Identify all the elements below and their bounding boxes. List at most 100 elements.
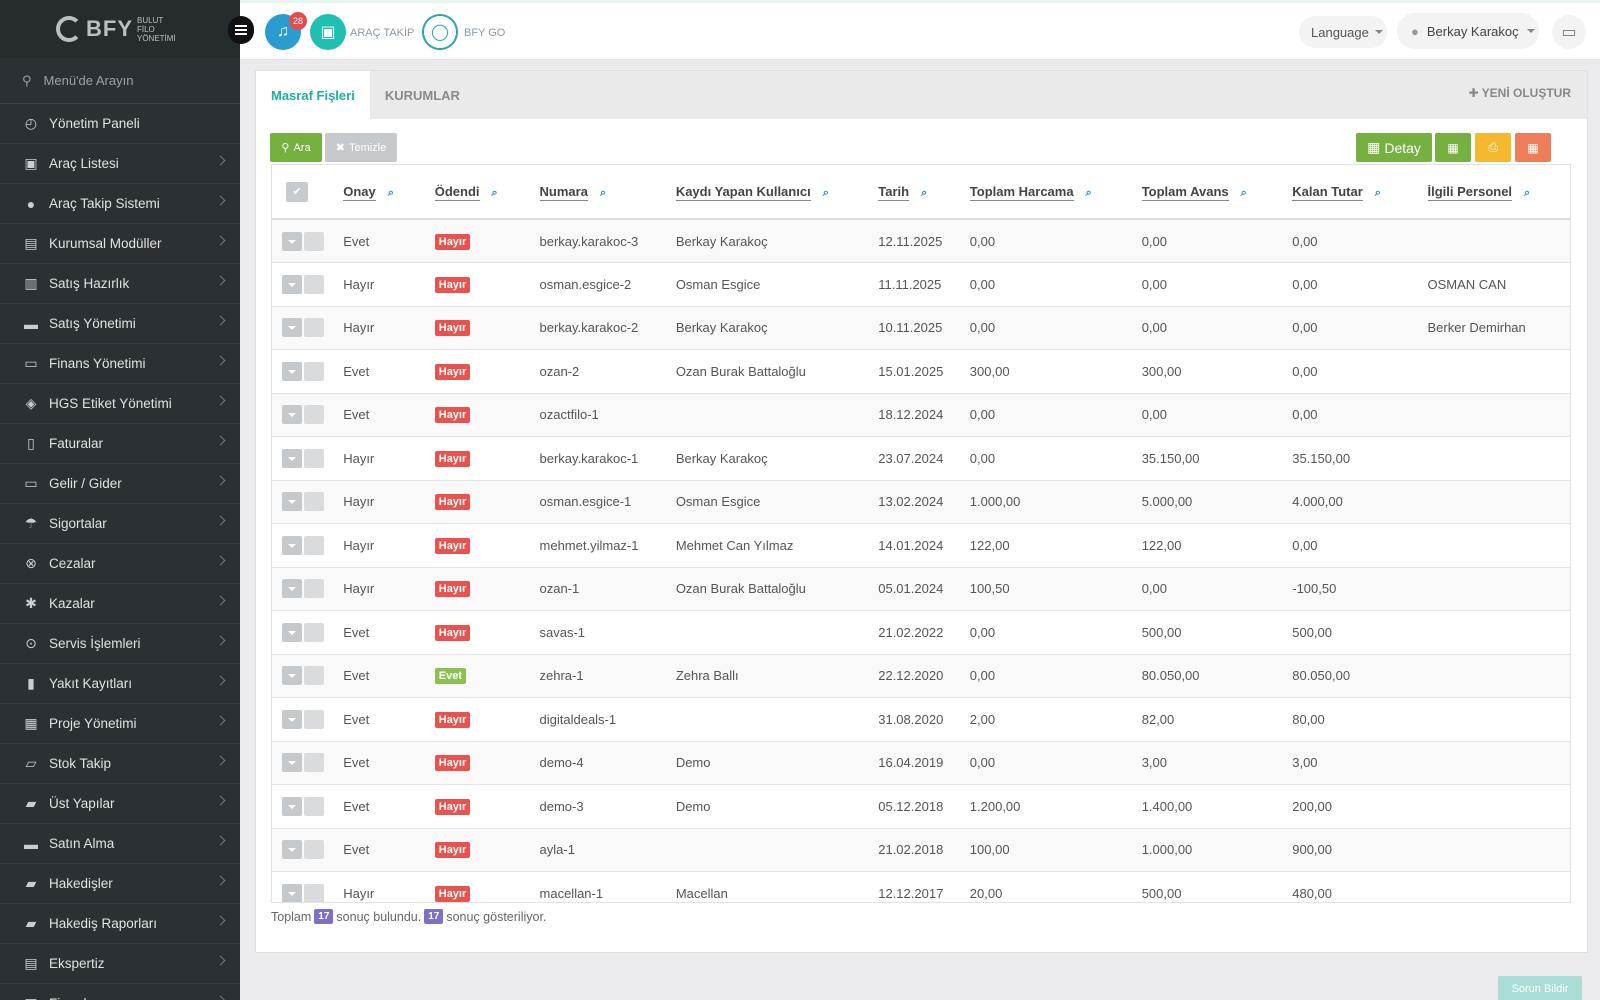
row-select-checkbox[interactable] [304, 709, 324, 729]
row-select-checkbox[interactable] [304, 448, 324, 468]
column-header[interactable]: İlgili Personel ⌕ [1427, 165, 1570, 220]
row-action-dropdown[interactable] [282, 318, 302, 338]
sidebar-item-7[interactable]: ◈ HGS Etiket Yönetimi [0, 384, 240, 424]
column-header[interactable]: Onay ⌕ [343, 165, 435, 220]
detail-export-button[interactable]: ▦ Detay [1356, 133, 1432, 162]
sidebar-item-22[interactable]: ▦ Firmalar [0, 984, 240, 1000]
column-search-icon[interactable]: ⌕ [921, 186, 928, 199]
row-select-checkbox[interactable] [304, 318, 324, 338]
menu-toggle-button[interactable] [228, 16, 254, 44]
sidebar-item-16[interactable]: ▱ Stok Takip [0, 744, 240, 784]
search-button[interactable]: ⚲ Ara [270, 133, 322, 162]
column-toggle-button[interactable]: ▦ [1515, 133, 1551, 162]
tab-kurumlar[interactable]: KURUMLAR [384, 87, 460, 103]
row-select-checkbox[interactable] [304, 796, 324, 816]
row-action-dropdown[interactable] [282, 753, 302, 773]
row-select-checkbox[interactable] [304, 840, 324, 860]
sidebar-item-6[interactable]: ▭ Finans Yönetimi [0, 344, 240, 384]
sidebar-item-11[interactable]: ⊗ Cezalar [0, 544, 240, 584]
brand-logo[interactable]: BFY BULUT FİLO YÖNETİMİ [56, 16, 183, 43]
column-search-icon[interactable]: ⌕ [387, 186, 394, 199]
row-action-dropdown[interactable] [282, 796, 302, 816]
column-header[interactable]: Toplam Harcama ⌕ [969, 165, 1142, 220]
sidebar-item-9[interactable]: ▭ Gelir / Gider [0, 464, 240, 504]
column-header[interactable]: Numara ⌕ [539, 165, 676, 220]
row-action-dropdown[interactable] [282, 883, 302, 902]
sidebar-item-8[interactable]: ▯ Faturalar [0, 424, 240, 464]
row-select-checkbox[interactable] [304, 579, 324, 599]
row-select-checkbox[interactable] [304, 753, 324, 773]
sidebar-item-18[interactable]: ▬ Satın Alma [0, 824, 240, 864]
user-menu[interactable]: ● Berkay Karakoç [1397, 13, 1539, 49]
column-header[interactable]: Kalan Tutar ⌕ [1292, 165, 1428, 220]
table-row[interactable]: Evet Hayır savas-1 21.02.2022 0,00 500,00 500,… [272, 610, 1570, 655]
select-all-checkbox[interactable]: ✔ [286, 181, 308, 202]
bfy-go-button[interactable]: ◯ [422, 14, 458, 50]
bfy-go-label[interactable]: BFY GO [464, 27, 506, 39]
row-select-checkbox[interactable] [304, 405, 324, 425]
table-row[interactable]: Evet Hayır berkay.karakoc-3 Berkay Karakoç 1… [272, 219, 1570, 263]
expense-table-container[interactable]: ✔ Onay ⌕ Ödendi ⌕ Numara ⌕ Kaydı Yapan Kullanı… [271, 164, 1571, 903]
sidebar-item-3[interactable]: ▤ Kurumsal Modüller [0, 224, 240, 264]
sidebar-item-14[interactable]: ▮ Yakıt Kayıtları [0, 664, 240, 704]
column-header[interactable]: Toplam Avans ⌕ [1141, 165, 1293, 220]
column-header[interactable]: Kaydı Yapan Kullanıcı ⌕ [675, 165, 879, 220]
row-action-dropdown[interactable] [282, 622, 302, 642]
sidebar-item-21[interactable]: ▤ Ekspertiz [0, 944, 240, 984]
row-select-checkbox[interactable] [304, 535, 324, 555]
clear-button[interactable]: ✖ Temizle [325, 133, 397, 162]
table-row[interactable]: Evet Hayır ozan-2 Ozan Burak Battaloğlu 15.0… [272, 349, 1570, 394]
row-select-checkbox[interactable] [304, 274, 324, 294]
table-row[interactable]: Evet Hayır ayla-1 21.02.2018 100,00 1.000,00 9… [272, 828, 1570, 872]
row-select-checkbox[interactable] [304, 492, 324, 512]
arac-takip-button[interactable]: ▣ [310, 14, 346, 50]
menu-search[interactable]: ⚲ Menü'de Arayın [0, 58, 240, 104]
row-action-dropdown[interactable] [282, 840, 302, 860]
column-header[interactable]: Tarih ⌕ [878, 165, 970, 220]
table-row[interactable]: Evet Hayır demo-3 Demo 05.12.2018 1.200,00 1.4… [272, 784, 1570, 829]
row-action-dropdown[interactable] [282, 274, 302, 294]
excel-export-button[interactable]: ▦ [1435, 133, 1471, 162]
row-action-dropdown[interactable] [282, 448, 302, 468]
column-search-icon[interactable]: ⌕ [1085, 186, 1092, 199]
sidebar-item-5[interactable]: ▬ Satış Yönetimi [0, 304, 240, 344]
row-action-dropdown[interactable] [282, 492, 302, 512]
column-search-icon[interactable]: ⌕ [599, 186, 607, 199]
column-search-icon[interactable]: ⌕ [1240, 186, 1247, 199]
fullscreen-button[interactable]: ▭ [1552, 15, 1586, 49]
sidebar-item-19[interactable]: ▰ Hakedişler [0, 864, 240, 904]
row-select-checkbox[interactable] [304, 361, 324, 381]
table-row[interactable]: Hayır Hayır mehmet.yilmaz-1 Mehmet Can Yılm… [272, 523, 1570, 568]
row-action-dropdown[interactable] [282, 666, 302, 686]
sidebar-item-17[interactable]: ▰ Üst Yapılar [0, 784, 240, 824]
column-search-icon[interactable]: ⌕ [1524, 186, 1531, 199]
tab-masraf-fisleri[interactable]: Masraf Fişleri [256, 71, 370, 119]
row-select-checkbox[interactable] [304, 666, 324, 686]
table-row[interactable]: Hayır Hayır macellan-1 Macellan 12.12.2017 20… [272, 871, 1570, 902]
row-action-dropdown[interactable] [282, 361, 302, 381]
table-row[interactable]: Hayır Hayır osman.esgice-2 Osman Esgice 11.1… [272, 262, 1570, 307]
sidebar-item-0[interactable]: ◴ Yönetim Paneli [0, 104, 240, 144]
table-row[interactable]: Evet Evet zehra-1 Zehra Ballı 22.12.2020 0,00… [272, 654, 1570, 698]
table-row[interactable]: Hayır Hayır osman.esgice-1 Osman Esgice 13.0… [272, 480, 1570, 524]
row-action-dropdown[interactable] [282, 535, 302, 555]
row-action-dropdown[interactable] [282, 579, 302, 599]
table-row[interactable]: Hayır Hayır berkay.karakoc-2 Berkay Karakoç… [272, 306, 1570, 350]
row-action-dropdown[interactable] [282, 405, 302, 425]
sidebar-item-13[interactable]: ⊙ Servis İşlemleri [0, 624, 240, 664]
column-search-icon[interactable]: ⌕ [491, 186, 498, 199]
report-issue-button[interactable]: Sorun Bildir [1498, 976, 1582, 1000]
sidebar-item-15[interactable]: ▦ Proje Yönetimi [0, 704, 240, 744]
sidebar-item-1[interactable]: ▣ Araç Listesi [0, 144, 240, 184]
table-row[interactable]: Evet Hayır ozactfilo-1 18.12.2024 0,00 0,00 0,… [272, 393, 1570, 437]
column-search-icon[interactable]: ⌕ [1374, 186, 1381, 199]
column-header[interactable]: Ödendi ⌕ [434, 165, 540, 220]
sidebar-item-4[interactable]: ▥ Satış Hazırlık [0, 264, 240, 304]
sidebar-item-2[interactable]: ● Araç Takip Sistemi [0, 184, 240, 224]
new-create-button[interactable]: ✚ YENİ OLUŞTUR [1468, 86, 1571, 100]
table-row[interactable]: Hayır Hayır berkay.karakoc-1 Berkay Karakoç… [272, 436, 1570, 481]
sidebar-item-12[interactable]: ✱ Kazalar [0, 584, 240, 624]
row-select-checkbox[interactable] [304, 231, 324, 251]
row-action-dropdown[interactable] [282, 231, 302, 251]
table-row[interactable]: Evet Hayır digitaldeals-1 31.08.2020 2,00 82,… [272, 697, 1570, 742]
